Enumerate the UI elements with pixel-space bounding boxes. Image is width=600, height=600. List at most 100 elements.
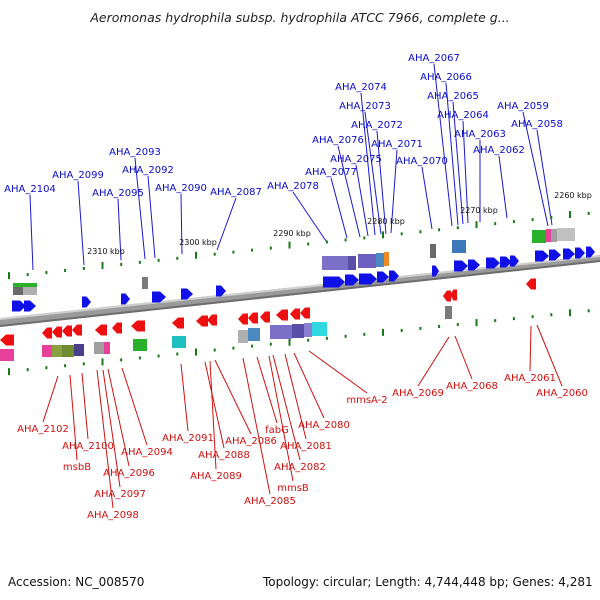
forward-gene-arrow[interactable]	[549, 249, 561, 261]
gene-label[interactable]: AHA_2099	[52, 170, 104, 181]
gene-label[interactable]: AHA_2085	[244, 496, 296, 507]
scale-tick	[400, 328, 403, 332]
gene-label[interactable]: AHA_2089	[190, 471, 242, 482]
gene-label[interactable]: AHA_2102	[17, 424, 69, 435]
reverse-gene-arrow[interactable]	[62, 325, 72, 337]
gene-label[interactable]: mmsB	[277, 483, 309, 494]
reverse-gene-arrow[interactable]	[300, 307, 310, 319]
forward-gene-arrow[interactable]	[389, 270, 399, 282]
reverse-gene-arrow[interactable]	[248, 312, 258, 324]
gene-label[interactable]: AHA_2090	[155, 183, 207, 194]
gene-label[interactable]: AHA_2104	[4, 184, 56, 195]
forward-gene-arrow[interactable]	[323, 276, 345, 288]
reverse-gene-arrow[interactable]	[238, 313, 248, 325]
gene-label[interactable]: AHA_2076	[312, 135, 364, 146]
reverse-strand-genes[interactable]	[0, 278, 536, 346]
gene-label[interactable]: AHA_2073	[339, 101, 391, 112]
forward-gene-arrow[interactable]	[563, 248, 575, 260]
forward-gene-arrow[interactable]	[575, 247, 585, 259]
forward-gene-arrow[interactable]	[345, 274, 359, 286]
gene-label[interactable]: AHA_2081	[280, 441, 332, 452]
gene-label[interactable]: AHA_2071	[371, 139, 423, 150]
gene-label[interactable]: mmsA-2	[346, 395, 387, 406]
forward-gene-labels[interactable]: AHA_2104 AHA_2099 AHA_2095 AHA_2093 AHA_2092…	[4, 53, 563, 199]
reverse-gene-arrow[interactable]	[112, 322, 122, 334]
gene-label[interactable]: AHA_2096	[103, 468, 155, 479]
reverse-gene-arrow[interactable]	[42, 327, 52, 339]
forward-gene-arrow[interactable]	[468, 259, 480, 271]
gene-label[interactable]: AHA_2088	[198, 450, 250, 461]
gene-label[interactable]: AHA_2062	[473, 145, 525, 156]
reverse-gene-arrow[interactable]	[443, 290, 451, 302]
forward-gene-arrow[interactable]	[24, 300, 36, 312]
reverse-gene-arrow[interactable]	[95, 324, 107, 336]
gene-label[interactable]: AHA_2070	[396, 156, 448, 167]
forward-gene-arrow[interactable]	[535, 250, 549, 262]
gene-label[interactable]: AHA_2064	[437, 110, 489, 121]
gene-label[interactable]: AHA_2058	[511, 119, 563, 130]
gene-label[interactable]: AHA_2087	[210, 187, 262, 198]
forward-strand-genes[interactable]	[12, 246, 595, 312]
gene-label[interactable]: AHA_2086	[225, 436, 277, 447]
forward-gene-arrow[interactable]	[500, 256, 512, 268]
scale-tick	[213, 348, 216, 352]
forward-gene-arrow[interactable]	[82, 296, 91, 308]
gene-label[interactable]: AHA_2097	[94, 489, 146, 500]
forward-gene-arrow[interactable]	[486, 257, 500, 269]
gene-label[interactable]: AHA_2092	[122, 165, 174, 176]
gene-label[interactable]: msbB	[63, 462, 91, 473]
gene-label[interactable]: AHA_2082	[274, 462, 326, 473]
gene-label[interactable]: AHA_2075	[330, 154, 382, 165]
forward-gene-arrow[interactable]	[586, 246, 595, 258]
forward-gene-arrow[interactable]	[121, 293, 130, 305]
gene-label[interactable]: AHA_2059	[497, 101, 549, 112]
gene-label[interactable]: AHA_2100	[62, 441, 114, 452]
reverse-gene-arrow[interactable]	[52, 326, 62, 338]
gene-label[interactable]: AHA_2078	[267, 181, 319, 192]
scale-tick	[176, 256, 179, 260]
forward-gene-arrow[interactable]	[216, 285, 226, 297]
leader-line	[180, 193, 183, 255]
forward-gene-arrow[interactable]	[181, 288, 193, 300]
gene-label[interactable]: fabG	[265, 425, 289, 436]
gene-label[interactable]: AHA_2067	[408, 53, 460, 64]
gene-label[interactable]: AHA_2095	[92, 188, 144, 199]
forward-gene-arrow[interactable]	[152, 291, 166, 303]
gene-label[interactable]: AHA_2068	[446, 381, 498, 392]
reverse-gene-arrow[interactable]	[72, 324, 82, 336]
reverse-gene-arrow[interactable]	[290, 308, 300, 320]
gene-label[interactable]: AHA_2061	[504, 373, 556, 384]
forward-gene-arrow[interactable]	[359, 273, 377, 285]
reverse-gene-arrow[interactable]	[0, 334, 14, 346]
gene-label[interactable]: AHA_2063	[454, 129, 506, 140]
reverse-gene-arrow[interactable]	[260, 311, 270, 323]
gene-label[interactable]: AHA_2080	[298, 420, 350, 431]
reverse-gene-arrow[interactable]	[207, 314, 217, 326]
reverse-gene-arrow[interactable]	[526, 278, 536, 290]
gene-label[interactable]: AHA_2091	[162, 433, 214, 444]
gene-label[interactable]: AHA_2074	[335, 82, 387, 93]
forward-gene-arrow[interactable]	[377, 271, 389, 283]
gene-label[interactable]: AHA_2069	[392, 388, 444, 399]
reverse-gene-arrow[interactable]	[276, 309, 288, 321]
forward-gene-arrow[interactable]	[12, 300, 26, 312]
gene-label[interactable]: AHA_2060	[536, 388, 588, 399]
forward-gene-arrow[interactable]	[510, 255, 519, 267]
forward-gene-arrow[interactable]	[454, 260, 468, 272]
reverse-gene-arrow[interactable]	[131, 320, 145, 332]
forward-gene-arrow[interactable]	[432, 265, 439, 277]
gene-label[interactable]: AHA_2094	[121, 447, 173, 458]
gene-label[interactable]: AHA_2066	[420, 72, 472, 83]
scale-tick	[157, 354, 160, 358]
gene-label[interactable]: AHA_2093	[109, 147, 161, 158]
reverse-gene-labels[interactable]: AHA_2102 AHA_2100 msbB AHA_2096 AHA_2097 AHA_…	[17, 373, 588, 521]
gene-label[interactable]: AHA_2098	[87, 510, 139, 521]
scale-tick	[344, 334, 347, 338]
gene-label[interactable]: AHA_2072	[351, 120, 403, 131]
gene-label[interactable]: AHA_2065	[427, 91, 479, 102]
reverse-gene-arrow[interactable]	[450, 289, 457, 301]
reverse-gene-arrow[interactable]	[196, 315, 208, 327]
reverse-gene-arrow[interactable]	[172, 317, 184, 329]
gene-label[interactable]: AHA_2077	[305, 167, 357, 178]
